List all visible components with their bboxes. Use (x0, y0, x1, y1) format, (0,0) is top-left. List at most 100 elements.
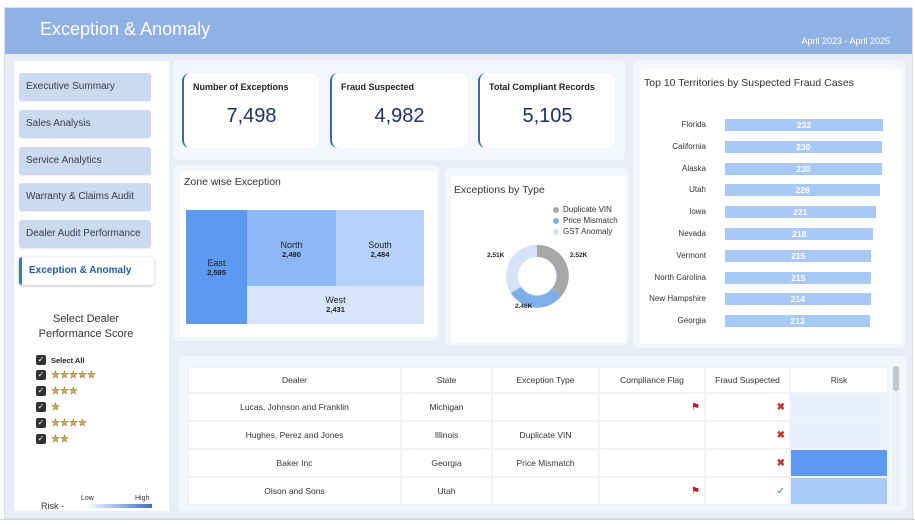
filter-option-5-stars[interactable]: ✓ ★★★★★ (36, 369, 96, 381)
treemap-cell-name: South (368, 240, 392, 250)
territory-label: Georgia (677, 316, 706, 326)
cell-compliance-flag: ⚑ (598, 392, 706, 422)
treemap-cell-name: West (325, 295, 346, 305)
treemap-cell-value: 2,595 (207, 268, 226, 277)
risk-gradient-bar (85, 504, 152, 508)
star-rating-icon: ★★ (51, 433, 69, 445)
table-row[interactable]: Lucas, Johnson and Franklin Michigan ⚑ ✖ (187, 392, 889, 422)
risk-legend-low: Low (81, 495, 94, 502)
kpi-value: 7,498 (226, 105, 277, 127)
cell-dealer: Hughes, Perez and Jones (187, 420, 402, 450)
donut-label-gst: 2.51K (487, 252, 505, 259)
territory-bar[interactable]: 232 (725, 119, 883, 131)
cell-compliance-flag: ⚑ (598, 476, 706, 506)
kpi-value: 5,105 (522, 105, 573, 127)
column-header-risk[interactable]: Risk (789, 366, 889, 394)
territory-bar[interactable]: 221 (725, 206, 876, 219)
checkbox-checked-icon[interactable]: ✓ (36, 402, 46, 412)
filter-option-1-star[interactable]: ✓ ★ (36, 401, 60, 413)
treemap-cell-east[interactable]: East 2,595 (186, 210, 247, 324)
column-header-state[interactable]: State (400, 366, 493, 394)
territory-bar[interactable]: 215 (725, 271, 872, 284)
column-header-compliance-flag[interactable]: Compliance Flag (598, 366, 706, 394)
star-rating-icon: ★★★★★ (51, 369, 96, 381)
cell-exception-type (491, 392, 600, 422)
filter-option-2-stars[interactable]: ✓ ★★ (36, 433, 69, 445)
filter-option-3-stars[interactable]: ✓ ★★★ (36, 385, 78, 397)
checkbox-checked-icon[interactable]: ✓ (36, 386, 46, 396)
flag-icon: ⚑ (691, 485, 700, 497)
donut-svg (506, 245, 569, 308)
filter-option-4-stars[interactable]: ✓ ★★★★ (36, 417, 87, 429)
risk-legend: Risk - Low High (41, 495, 156, 513)
dealer-table: Dealer State Exception Type Compliance F… (187, 366, 889, 506)
nav-dealer-audit-performance[interactable]: Dealer Audit Performance (19, 220, 151, 248)
nav-executive-summary[interactable]: Executive Summary (19, 73, 151, 101)
treemap-cell-south[interactable]: South 2,484 (336, 210, 424, 286)
territory-bar[interactable]: 228 (725, 184, 881, 197)
nav-service-analytics[interactable]: Service Analytics (19, 147, 151, 175)
table-header-row: Dealer State Exception Type Compliance F… (187, 366, 889, 394)
cell-exception-type (491, 476, 600, 506)
filter-option-select-all[interactable]: ✓ Select All (36, 354, 85, 366)
cell-fraud-suspected: ✖ (704, 420, 791, 450)
donut-label-duplicate: 2.52K (570, 252, 588, 259)
cell-dealer: Baker Inc (187, 448, 402, 478)
treemap-cell-value: 2,490 (282, 250, 301, 259)
territory-bar[interactable]: 214 (725, 293, 871, 306)
checkbox-checked-icon[interactable]: ✓ (36, 355, 46, 365)
cross-icon: ✖ (776, 429, 785, 441)
table-row[interactable]: Baker Inc Georgia Price Mismatch ✖ (187, 448, 889, 478)
territory-bar[interactable]: 215 (725, 249, 872, 262)
column-header-fraud-suspected[interactable]: Fraud Suspected (704, 366, 791, 394)
legend-price-mismatch: Price Mismatch (553, 216, 618, 225)
cell-dealer: Olson and Sons (187, 476, 402, 506)
treemap-cell-west[interactable]: West 2,431 (247, 286, 424, 324)
territory-label: Florida (681, 120, 706, 129)
kpi-card-exceptions: Number of Exceptions 7,498 (182, 73, 319, 148)
legend-dot (553, 217, 559, 224)
territory-bar[interactable]: 230 (725, 140, 882, 153)
territory-label: Utah (689, 185, 706, 195)
checkbox-checked-icon[interactable]: ✓ (36, 434, 46, 444)
zone-treemap: Zone wise Exception East 2,595 North 2,4… (180, 171, 436, 337)
column-header-exception-type[interactable]: Exception Type (491, 366, 600, 394)
scrollbar-thumb[interactable] (893, 366, 899, 391)
table-scrollbar[interactable] (892, 366, 900, 506)
treemap-cell-north[interactable]: North 2,490 (247, 210, 336, 286)
territories-chart: Top 10 Territories by Suspected Fraud Ca… (640, 69, 902, 344)
table-row[interactable]: Hughes, Perez and Jones Illinois Duplicate… (187, 420, 889, 450)
cell-exception-type: Price Mismatch (491, 448, 600, 478)
risk-legend-high: High (135, 495, 150, 502)
territory-label: New Hampshire (649, 294, 706, 304)
territory-bar[interactable]: 213 (725, 315, 871, 328)
nav-sales-analysis[interactable]: Sales Analysis (19, 110, 151, 138)
territory-bar[interactable]: 218 (725, 228, 874, 240)
checkbox-checked-icon[interactable]: ✓ (36, 370, 46, 380)
territory-label: Iowa (689, 207, 706, 217)
cell-state: Utah (400, 476, 493, 506)
exceptions-by-type-chart: Exceptions by Type Duplicate VIN Price M… (451, 176, 626, 343)
star-rating-icon: ★★★★ (51, 417, 87, 429)
kpi-value: 4,982 (374, 105, 425, 127)
nav-warranty-claims-audit[interactable]: Warranty & Claims Audit (19, 183, 151, 211)
territory-bar[interactable]: 230 (725, 162, 882, 175)
filter-title: Select Dealer Performance Score (38, 313, 134, 340)
cell-state: Illinois (400, 420, 493, 450)
star-rating-icon: ★★★ (51, 385, 78, 397)
page-title: Exception & Anomaly (40, 19, 211, 39)
donut-slice-duplicate-vin[interactable] (536, 245, 569, 296)
treemap-cell-value: 2,484 (370, 250, 390, 259)
table-row[interactable]: Olson and Sons Utah ⚑ ✓ (187, 476, 889, 506)
risk-legend-label: Risk - (41, 501, 64, 511)
date-range: April 2023 - April 2025 (801, 36, 890, 46)
flag-icon: ⚑ (691, 401, 700, 413)
donut-slice-price-mismatch[interactable] (510, 286, 562, 308)
zone-title: Zone wise Exception (184, 176, 281, 188)
nav-exception-anomaly[interactable]: Exception & Anomaly (19, 257, 154, 285)
cell-dealer: Lucas, Johnson and Franklin (187, 392, 402, 422)
column-header-dealer[interactable]: Dealer (187, 366, 402, 394)
dealer-table-panel: Dealer State Exception Type Compliance F… (178, 356, 907, 511)
checkbox-checked-icon[interactable]: ✓ (36, 418, 46, 428)
